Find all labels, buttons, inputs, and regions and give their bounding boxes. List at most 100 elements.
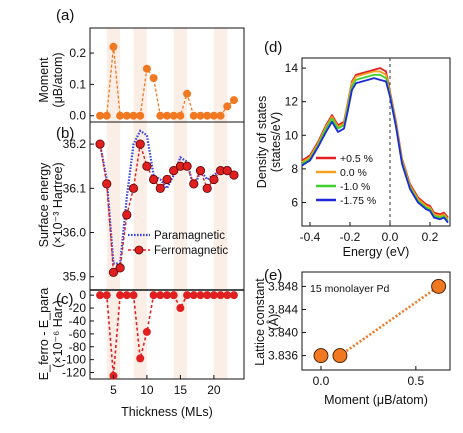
panel-d-xtick-label-1: -0.2	[340, 230, 361, 244]
panel-e-ytick-label-1: 3.844	[268, 302, 298, 316]
panel-e-frame	[301, 271, 451, 371]
x-tick-label-1: 10	[140, 383, 154, 397]
panel-a-point-19	[203, 111, 212, 120]
panel-a-point-23	[229, 96, 238, 105]
panel-c-ylabel-1: (×10⁻⁶ Har.)	[51, 300, 65, 368]
panel-d-ytick-label-1: 12	[285, 95, 299, 109]
panel-a-point-20	[209, 111, 218, 120]
panel-a-point-12	[156, 111, 165, 120]
panel-d-label: (d)	[264, 39, 282, 56]
panel-b-ferro-point-8	[128, 183, 139, 193]
panel-e-ylabel-0: Lattice constant	[253, 278, 267, 366]
panel-a-ytick-label-2: 0.0	[69, 109, 86, 123]
panel-b-ferro-point-11	[149, 174, 159, 185]
panel-a-point-3	[96, 111, 105, 120]
thickness-band-3	[173, 28, 188, 379]
panel-c-point-14	[169, 291, 178, 300]
panel-e-point-1	[332, 348, 348, 364]
panel-a-point-14	[169, 111, 178, 120]
x-tick-label-3: 20	[207, 383, 221, 397]
panel-e-point-2	[431, 278, 447, 294]
panel-d-series-2	[301, 73, 449, 222]
panel-a-point-6	[116, 111, 125, 120]
panel-d-legend-label-3: -1.75 %	[340, 195, 376, 207]
panel-a-point-7	[122, 111, 131, 120]
panel-a-point-17	[189, 111, 198, 120]
panel-d-ytick-label-4: 6	[291, 195, 298, 209]
panel-a-point-9	[136, 111, 145, 120]
panel-c-ytick-label-2: -40	[69, 314, 87, 328]
legend-ferromagnetic-label: Ferromagnetic	[154, 245, 228, 257]
panel-b-ferro-point-16	[182, 161, 192, 171]
panel-a-point-4	[102, 111, 111, 120]
panel-b-ferro-point-9	[135, 139, 145, 149]
x-tick-label-2: 15	[174, 383, 188, 397]
panel-c-point-11	[149, 291, 158, 300]
panel-d-ytick-label-2: 10	[285, 128, 299, 142]
panel-a-ylabel-0: Moment	[37, 57, 51, 103]
panel-c-point-10	[142, 327, 151, 336]
panel-d-ytick-label-0: 14	[285, 61, 299, 75]
panel-b-ytick-label-3: 35.9	[63, 270, 87, 284]
panel-c-ytick-label-3: -60	[69, 327, 87, 341]
panel-c-point-6	[116, 291, 125, 300]
panel-b-ferro-point-10	[142, 161, 152, 171]
panel-e-xtick-label-1: 0.5	[408, 374, 425, 388]
panel-c-point-15	[176, 304, 185, 313]
panel-c-ytick-label-1: -20	[69, 301, 87, 315]
panel-b-ferro-point-17	[189, 179, 199, 189]
panel-c-label: (c)	[56, 291, 74, 308]
panel-c-ytick-label-5: -100	[62, 353, 86, 367]
panel-c-point-17	[189, 291, 198, 300]
panel-e-annotation: 15 monolayer Pd	[310, 283, 390, 295]
panel-a-point-10	[142, 64, 151, 73]
panel-b-ferro-point-12	[155, 183, 165, 193]
thickness-band-4	[213, 28, 228, 379]
panel-c-point-7	[122, 291, 131, 300]
panel-b-ferro-point-5	[108, 267, 119, 277]
panel-e-label: (e)	[264, 267, 282, 284]
panel-c-point-9	[136, 354, 145, 363]
panel-d-xtick-label-2: 0.0	[382, 230, 399, 244]
panel-e-trend-line	[339, 285, 440, 357]
panel-b-ferro-point-4	[102, 179, 112, 189]
panel-a-point-18	[196, 111, 205, 120]
panel-e-ytick-label-0: 3.848	[268, 279, 298, 293]
panel-d-ylabel-1: (states/eV)	[269, 112, 283, 172]
panel-e-ylabel-1: (Å)	[266, 314, 281, 331]
legend-paramagnetic-label: Paramagnetic	[154, 230, 225, 242]
panel-b-ytick-label-1: 36.1	[63, 181, 87, 195]
panel-c-point-21	[216, 291, 225, 300]
panel-a-ytick-label-0: 0.2	[69, 46, 86, 60]
x-tick-label-0: 5	[110, 383, 117, 397]
panel-a-point-5	[109, 42, 118, 51]
panel-c-point-3	[96, 291, 105, 300]
panel-d-xtick-label-0: -0.4	[300, 230, 321, 244]
panel-b-ferro-point-6	[115, 263, 125, 273]
panel-c-point-4	[102, 291, 111, 300]
x-axis-label: Thickness (MLs)	[121, 405, 213, 419]
legend-ferromagnetic-marker	[134, 245, 144, 255]
panel-e-x-axis-label: Moment (μB/atom)	[324, 393, 428, 407]
panel-d-legend-label-0: +0.5 %	[340, 153, 373, 165]
panel-b-ferro-point-7	[122, 210, 132, 220]
panel-c-ylabel-0: E_ferro - E_para	[37, 288, 51, 380]
panel-a-ylabel-1: (μB/atom)	[51, 52, 65, 107]
panel-e-ytick-label-3: 3.836	[268, 349, 298, 363]
panel-b-ferro-point-20	[209, 174, 219, 185]
panel-d-frame	[301, 57, 451, 227]
panel-b-ferro-point-18	[195, 166, 206, 176]
panel-c-point-23	[229, 291, 238, 300]
left-panels-frame	[89, 27, 245, 380]
panel-d-ytick-label-3: 8	[291, 162, 298, 176]
panel-c-point-12	[156, 291, 165, 300]
panel-a-point-15	[176, 111, 185, 120]
panel-e-ytick-label-2: 3.840	[268, 326, 298, 340]
panel-d-legend-label-1: 0.0 %	[340, 167, 367, 179]
panel-a-point-21	[216, 111, 225, 120]
panel-b-ferro-point-23	[229, 170, 239, 180]
panel-c-ytick-label-6: -120	[62, 366, 86, 380]
panel-d-ylabel-0: Density of states	[255, 96, 269, 188]
panel-c-ytick-label-0: 0	[79, 288, 86, 302]
